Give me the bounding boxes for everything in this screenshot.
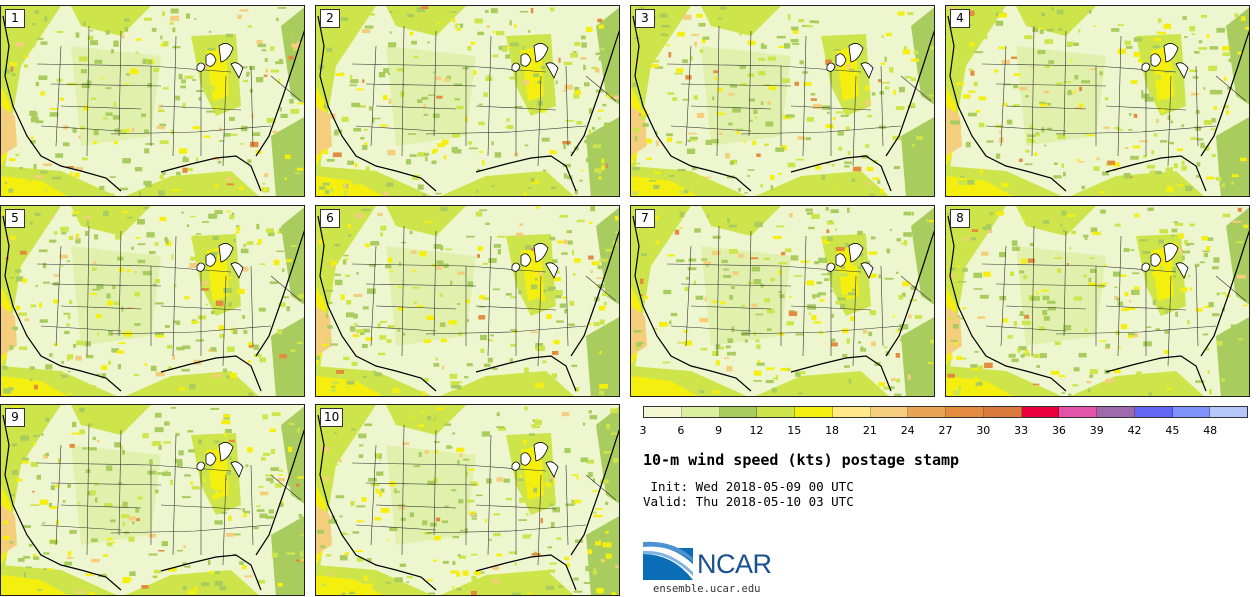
member-number: 10 [320,408,344,427]
legend-swatch [1097,407,1135,417]
member-number: 4 [950,9,970,28]
legend-swatch [681,407,720,417]
ensemble-member-panel: 7 [630,205,935,397]
member-number: 1 [5,9,25,28]
valid-time: Valid: Thu 2018-05-10 03 UTC [643,494,854,509]
legend-swatch [1210,407,1247,417]
wind-speed-map [316,6,619,196]
ensemble-member-panel: 10 [315,404,620,596]
legend-tick-label: 42 [1127,424,1142,437]
legend-swatch [1059,407,1097,417]
legend-tick-label: 18 [825,424,840,437]
wind-speed-map [1,206,304,396]
logo-word: NCAR [697,549,772,579]
ncar-logo: NCAR ensemble.ucar.edu [643,540,793,596]
ensemble-member-panel: 6 [315,205,620,397]
legend-tick-label: 27 [938,424,953,437]
legend-tick-label: 6 [677,424,685,437]
member-number: 8 [950,209,970,228]
legend-tick-label: 30 [976,424,991,437]
colorbar [643,406,1248,418]
legend-swatch [983,407,1022,417]
member-number: 7 [635,209,655,228]
legend-swatch [1172,407,1211,417]
member-number: 5 [5,209,25,228]
logo-url: ensemble.ucar.edu [653,583,761,595]
wind-speed-map [631,6,934,196]
legend-swatch [757,407,795,417]
wind-speed-map [1,6,304,196]
ensemble-member-panel: 9 [0,404,305,596]
init-time: Init: Wed 2018-05-09 00 UTC [643,479,854,494]
color-legend: 3 6 9 12 15 18 21 24 27 30 33 36 39 42 45 48 [639,406,1248,440]
legend-swatch [908,407,946,417]
run-times: Init: Wed 2018-05-09 00 UTC Valid: Thu 20… [643,479,854,509]
member-number: 2 [320,9,340,28]
legend-swatch [870,407,909,417]
legend-tick-label: 21 [862,424,877,437]
legend-tick-label: 15 [787,424,802,437]
wind-speed-map [946,6,1249,196]
legend-swatch [1021,407,1060,417]
legend-swatch [1134,407,1173,417]
legend-swatch [644,407,682,417]
wind-speed-map [946,206,1249,396]
legend-tick-label: 9 [715,424,723,437]
colorbar-ticks: 3 6 9 12 15 18 21 24 27 30 33 36 39 42 45 48 [639,424,1248,440]
legend-tick-label: 39 [1089,424,1104,437]
member-number: 3 [635,9,655,28]
ensemble-member-panel: 4 [945,5,1250,197]
legend-swatch [719,407,758,417]
ensemble-member-panel: 1 [0,5,305,197]
wind-speed-map [316,206,619,396]
wind-speed-map [1,405,304,595]
member-number: 9 [5,408,25,427]
legend-tick-label: 33 [1014,424,1029,437]
ensemble-member-panel: 2 [315,5,620,197]
legend-tick-label: 45 [1165,424,1180,437]
legend-swatch [832,407,871,417]
legend-tick-label: 24 [900,424,915,437]
legend-tick-label: 48 [1203,424,1218,437]
ensemble-member-panel: 8 [945,205,1250,397]
legend-swatch [795,407,833,417]
chart-title: 10-m wind speed (kts) postage stamp [643,451,960,469]
legend-swatch [946,407,984,417]
ensemble-member-panel: 3 [630,5,935,197]
ncar-swoosh-icon [643,541,693,580]
wind-speed-map [316,405,619,595]
legend-tick-label: 36 [1051,424,1066,437]
legend-tick-label: 3 [639,424,647,437]
member-number: 6 [320,209,340,228]
ensemble-member-panel: 5 [0,205,305,397]
legend-tick-label: 12 [749,424,764,437]
wind-speed-map [631,206,934,396]
